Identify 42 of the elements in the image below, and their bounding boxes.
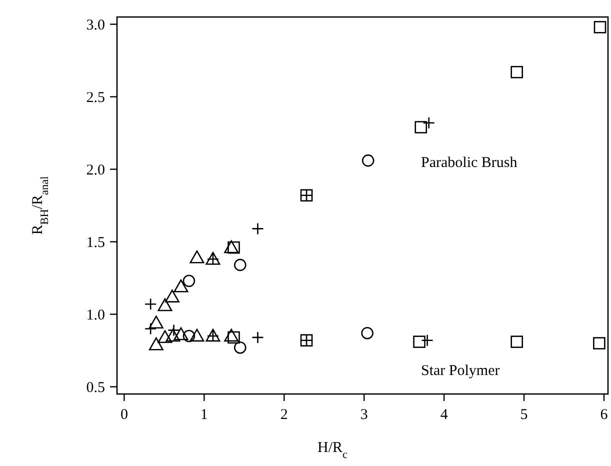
y-tick-label: 2.0 bbox=[86, 162, 105, 178]
annotation: Parabolic Brush bbox=[421, 155, 518, 171]
point bbox=[414, 121, 428, 134]
point bbox=[510, 336, 523, 348]
point bbox=[158, 330, 172, 344]
point bbox=[190, 250, 204, 264]
point bbox=[234, 341, 246, 354]
point bbox=[234, 258, 246, 272]
point bbox=[594, 21, 606, 34]
point bbox=[182, 274, 196, 288]
point bbox=[593, 337, 606, 350]
y-tick-label: 1.0 bbox=[86, 307, 105, 324]
point bbox=[158, 298, 172, 312]
point bbox=[174, 279, 188, 292]
x-axis-title: H/R$_{c}$ bbox=[317, 440, 348, 461]
x-tick-label: 1 bbox=[200, 407, 208, 423]
point bbox=[413, 336, 426, 348]
x-tick-label: 3 bbox=[360, 407, 368, 423]
x-tick-label: 6 bbox=[600, 407, 608, 423]
point bbox=[174, 327, 188, 340]
y-tick-label: 1.5 bbox=[86, 234, 105, 251]
point bbox=[224, 328, 239, 342]
point bbox=[228, 331, 240, 344]
point bbox=[228, 241, 240, 254]
point bbox=[190, 328, 204, 342]
x-tick-label: 0 bbox=[120, 407, 128, 423]
x-tick-label: 2 bbox=[280, 407, 288, 423]
point bbox=[148, 316, 164, 329]
point bbox=[362, 154, 374, 167]
x-tick-label: 5 bbox=[520, 407, 528, 423]
point bbox=[148, 337, 164, 350]
y-tick-label: 2.5 bbox=[86, 90, 105, 106]
point bbox=[164, 290, 180, 302]
point bbox=[166, 328, 180, 342]
y-tick-label: 3.0 bbox=[86, 17, 105, 34]
annotation: Star Polymer bbox=[421, 363, 500, 379]
point bbox=[361, 326, 374, 340]
point bbox=[182, 330, 196, 342]
y-tick-label: 0.5 bbox=[86, 380, 105, 396]
point bbox=[510, 66, 523, 78]
point bbox=[224, 240, 239, 254]
x-tick-label: 4 bbox=[440, 407, 448, 423]
